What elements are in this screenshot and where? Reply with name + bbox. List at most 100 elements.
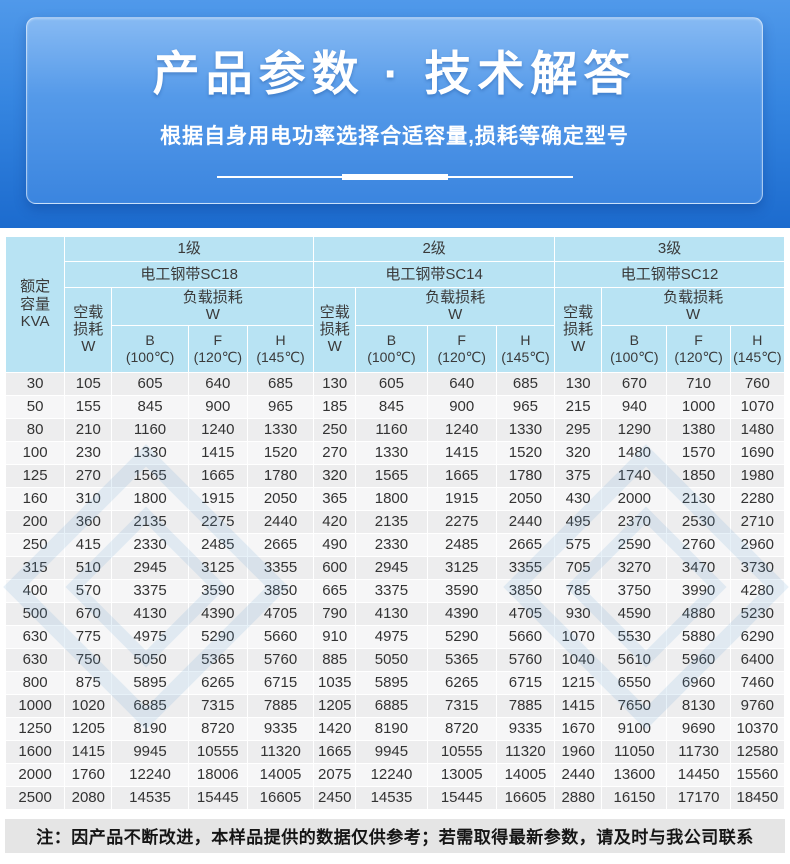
- col-f-header: F (120℃): [426, 324, 497, 373]
- col-f-header: F (120℃): [187, 324, 248, 373]
- table-row: 1000 1020 6885 7315 7885 1205 6885 7315 7885 1415…: [4, 693, 786, 718]
- value-cell: 1480: [601, 440, 668, 465]
- table-header: 额定 容量 KVA 1级 2级 3级 电工钢带SC18 电工钢带SC14 电工钢…: [4, 236, 786, 373]
- value-cell: 1665: [187, 463, 248, 488]
- value-cell: 6290: [729, 624, 786, 649]
- value-cell: 930: [554, 601, 603, 626]
- kva-cell: 125: [4, 463, 66, 488]
- value-cell: 18450: [729, 785, 786, 810]
- steel-3-header: 电工钢带SC12: [554, 261, 785, 288]
- value-cell: 1330: [246, 417, 315, 442]
- value-cell: 1780: [246, 463, 315, 488]
- value-cell: 9335: [495, 716, 556, 741]
- value-cell: 1240: [426, 417, 497, 442]
- value-cell: 640: [426, 371, 497, 396]
- value-cell: 7315: [187, 693, 248, 718]
- value-cell: 4130: [111, 601, 189, 626]
- value-cell: 3990: [666, 578, 731, 603]
- value-cell: 8190: [111, 716, 189, 741]
- value-cell: 1760: [64, 762, 113, 787]
- divider: [216, 174, 573, 180]
- value-cell: 2075: [313, 762, 357, 787]
- table-row: 80 210 1160 1240 1330 250 1160 1240 1330 295 1290 1…: [4, 417, 786, 442]
- value-cell: 295: [554, 417, 603, 442]
- kva-cell: 1600: [4, 739, 66, 764]
- value-cell: 1240: [187, 417, 248, 442]
- value-cell: 875: [64, 670, 113, 695]
- value-cell: 1565: [111, 463, 189, 488]
- value-cell: 5365: [426, 647, 497, 672]
- kva-cell: 800: [4, 670, 66, 695]
- value-cell: 1520: [246, 440, 315, 465]
- value-cell: 14005: [495, 762, 556, 787]
- table-row: 500 670 4130 4390 4705 790 4130 4390 4705 930 4590…: [4, 601, 786, 626]
- value-cell: 10555: [426, 739, 497, 764]
- kva-cell: 160: [4, 486, 66, 511]
- table-row: 800 875 5895 6265 6715 1035 5895 6265 6715 1215 65…: [4, 670, 786, 695]
- header-row-level: 额定 容量 KVA 1级 2级 3级: [4, 236, 785, 373]
- value-cell: 3375: [355, 578, 428, 603]
- value-cell: 5760: [495, 647, 556, 672]
- value-cell: 2050: [495, 486, 556, 511]
- value-cell: 5290: [426, 624, 497, 649]
- col-b-header: B (100℃): [601, 324, 668, 373]
- value-cell: 1020: [64, 693, 113, 718]
- value-cell: 155: [64, 394, 113, 419]
- value-cell: 2665: [246, 532, 315, 557]
- kva-cell: 100: [4, 440, 66, 465]
- value-cell: 230: [64, 440, 113, 465]
- value-cell: 495: [554, 509, 603, 534]
- value-cell: 1290: [601, 417, 668, 442]
- header-row-loss: 空载 损耗 W 负载损耗 W 空载 损耗 W 负载损耗 W 空载 损耗 W 负载…: [6, 287, 785, 373]
- table-row: 100 230 1330 1415 1520 270 1330 1415 1520 320 1480…: [4, 440, 786, 465]
- value-cell: 790: [313, 601, 357, 626]
- value-cell: 7885: [495, 693, 556, 718]
- value-cell: 900: [187, 394, 248, 419]
- kva-cell: 400: [4, 578, 66, 603]
- value-cell: 7650: [601, 693, 668, 718]
- value-cell: 210: [64, 417, 113, 442]
- value-cell: 415: [64, 532, 113, 557]
- value-cell: 6715: [495, 670, 556, 695]
- value-cell: 1780: [495, 463, 556, 488]
- value-cell: 17170: [666, 785, 731, 810]
- value-cell: 1665: [426, 463, 497, 488]
- value-cell: 1565: [355, 463, 428, 488]
- value-cell: 15445: [426, 785, 497, 810]
- kva-cell: 500: [4, 601, 66, 626]
- value-cell: 420: [313, 509, 357, 534]
- value-cell: 11050: [601, 739, 668, 764]
- value-cell: 910: [313, 624, 357, 649]
- value-cell: 3850: [495, 578, 556, 603]
- level-2-header: 2级: [313, 236, 556, 262]
- value-cell: 2440: [554, 762, 603, 787]
- value-cell: 1915: [187, 486, 248, 511]
- col-f-header: F (120℃): [666, 324, 731, 373]
- value-cell: 5230: [729, 601, 786, 626]
- value-cell: 18006: [187, 762, 248, 787]
- value-cell: 5610: [601, 647, 668, 672]
- value-cell: 3590: [187, 578, 248, 603]
- value-cell: 4390: [426, 601, 497, 626]
- steel-1-header: 电工钢带SC18: [64, 261, 315, 288]
- value-cell: 310: [64, 486, 113, 511]
- value-cell: 2330: [111, 532, 189, 557]
- value-cell: 1570: [666, 440, 731, 465]
- table-row: 630 775 4975 5290 5660 910 4975 5290 5660 1070 553…: [4, 624, 786, 649]
- value-cell: 8190: [355, 716, 428, 741]
- table-body: 30 105 605 640 685 130 605 640 685 130 670 710 760 50…: [4, 371, 786, 810]
- page-subtitle: 根据自身用电功率选择合适容量,损耗等确定型号: [160, 125, 629, 148]
- value-cell: 8720: [187, 716, 248, 741]
- value-cell: 7885: [246, 693, 315, 718]
- value-cell: 5760: [246, 647, 315, 672]
- value-cell: 1690: [729, 440, 786, 465]
- steel-2-header: 电工钢带SC14: [313, 261, 556, 288]
- value-cell: 685: [246, 371, 315, 396]
- kva-cell: 50: [4, 394, 66, 419]
- value-cell: 105: [64, 371, 113, 396]
- value-cell: 1800: [355, 486, 428, 511]
- value-cell: 9690: [666, 716, 731, 741]
- value-cell: 6265: [426, 670, 497, 695]
- value-cell: 900: [426, 394, 497, 419]
- value-cell: 10555: [187, 739, 248, 764]
